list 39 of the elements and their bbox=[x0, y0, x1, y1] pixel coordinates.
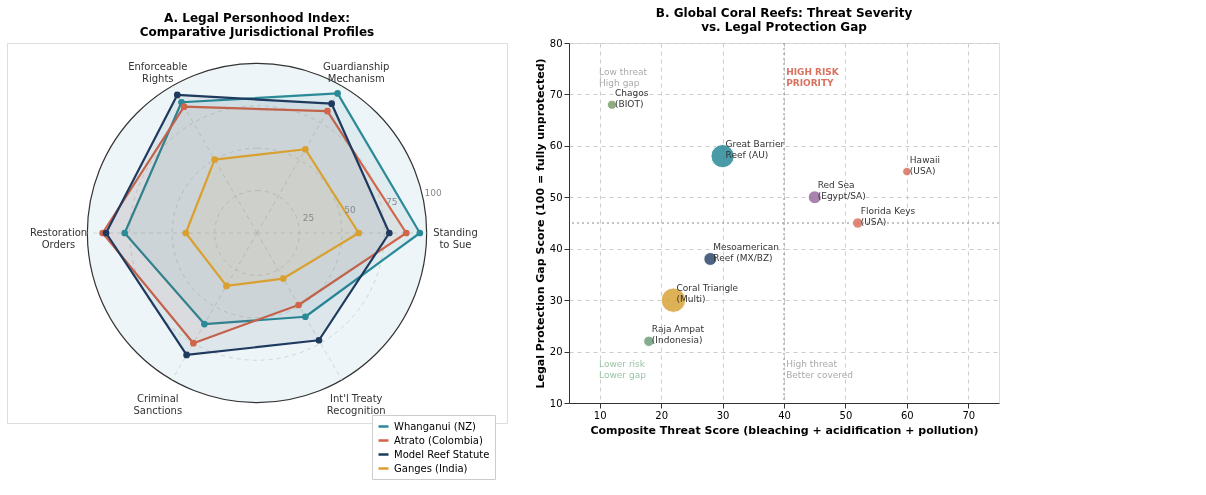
y-tick-label: 75 bbox=[385, 196, 398, 207]
annotation: Raja Ampat (Indonesia) bbox=[651, 324, 705, 346]
y-axis-title: Legal Protection Gap Score (100 = fully unprotected) bbox=[533, 58, 547, 389]
legend-label: Whanganui (NZ) bbox=[394, 420, 477, 432]
x-tick-label: 60 bbox=[900, 409, 914, 421]
x-tick-label: 70 bbox=[962, 409, 976, 421]
chart-title: A. Legal Personhood Index: Comparative Jurisdictional Profiles bbox=[139, 11, 375, 39]
spoke-label: Restoration Orders bbox=[29, 227, 88, 250]
x-tick-label: 10 bbox=[593, 409, 607, 421]
legend-label: Atrato (Colombia) bbox=[394, 434, 483, 446]
annotation: Florida Keys (USA) bbox=[860, 206, 916, 227]
x-tick-label: 50 bbox=[839, 409, 853, 421]
y-tick-label: 25 bbox=[302, 213, 315, 224]
y-tick-label: 60 bbox=[549, 140, 563, 152]
y-tick-label: 70 bbox=[549, 88, 563, 100]
spoke-label: Enforceable Rights bbox=[128, 60, 188, 84]
x-tick-label: 30 bbox=[716, 409, 730, 421]
y-tick-label: 80 bbox=[549, 37, 563, 49]
y-tick-label: 10 bbox=[549, 397, 563, 409]
annotation: HIGH RISK PRIORITY bbox=[786, 67, 840, 89]
y-tick-label: 20 bbox=[549, 346, 563, 358]
legend-label: Ganges (India) bbox=[394, 462, 468, 474]
chart-title: B. Global Coral Reefs: Threat Severity vs. Legal Protection Gap bbox=[655, 6, 913, 34]
spoke-label: Int'l Treaty Recognition bbox=[326, 393, 386, 417]
x-axis-title: Composite Threat Score (bleaching + acidification + pollution) bbox=[590, 423, 979, 437]
legend-label: Model Reef Statute bbox=[394, 448, 490, 460]
y-tick-label: 30 bbox=[549, 294, 563, 306]
spoke-label: Criminal Sanctions bbox=[133, 393, 183, 417]
spoke-label: Guardianship Mechanism bbox=[323, 60, 390, 84]
annotation: High threat Better covered bbox=[786, 358, 854, 380]
y-tick-label: 100 bbox=[424, 188, 443, 199]
x-tick-label: 20 bbox=[655, 409, 669, 421]
y-tick-label: 40 bbox=[549, 243, 563, 255]
annotation: Lower risk Lower gap bbox=[599, 358, 647, 380]
annotation: Hawaii (USA) bbox=[909, 154, 941, 176]
y-tick-label: 50 bbox=[549, 191, 563, 203]
annotation: Low threat High gap bbox=[599, 67, 648, 89]
spoke-label: Standing to Sue bbox=[433, 227, 478, 250]
x-tick-label: 40 bbox=[778, 409, 791, 421]
